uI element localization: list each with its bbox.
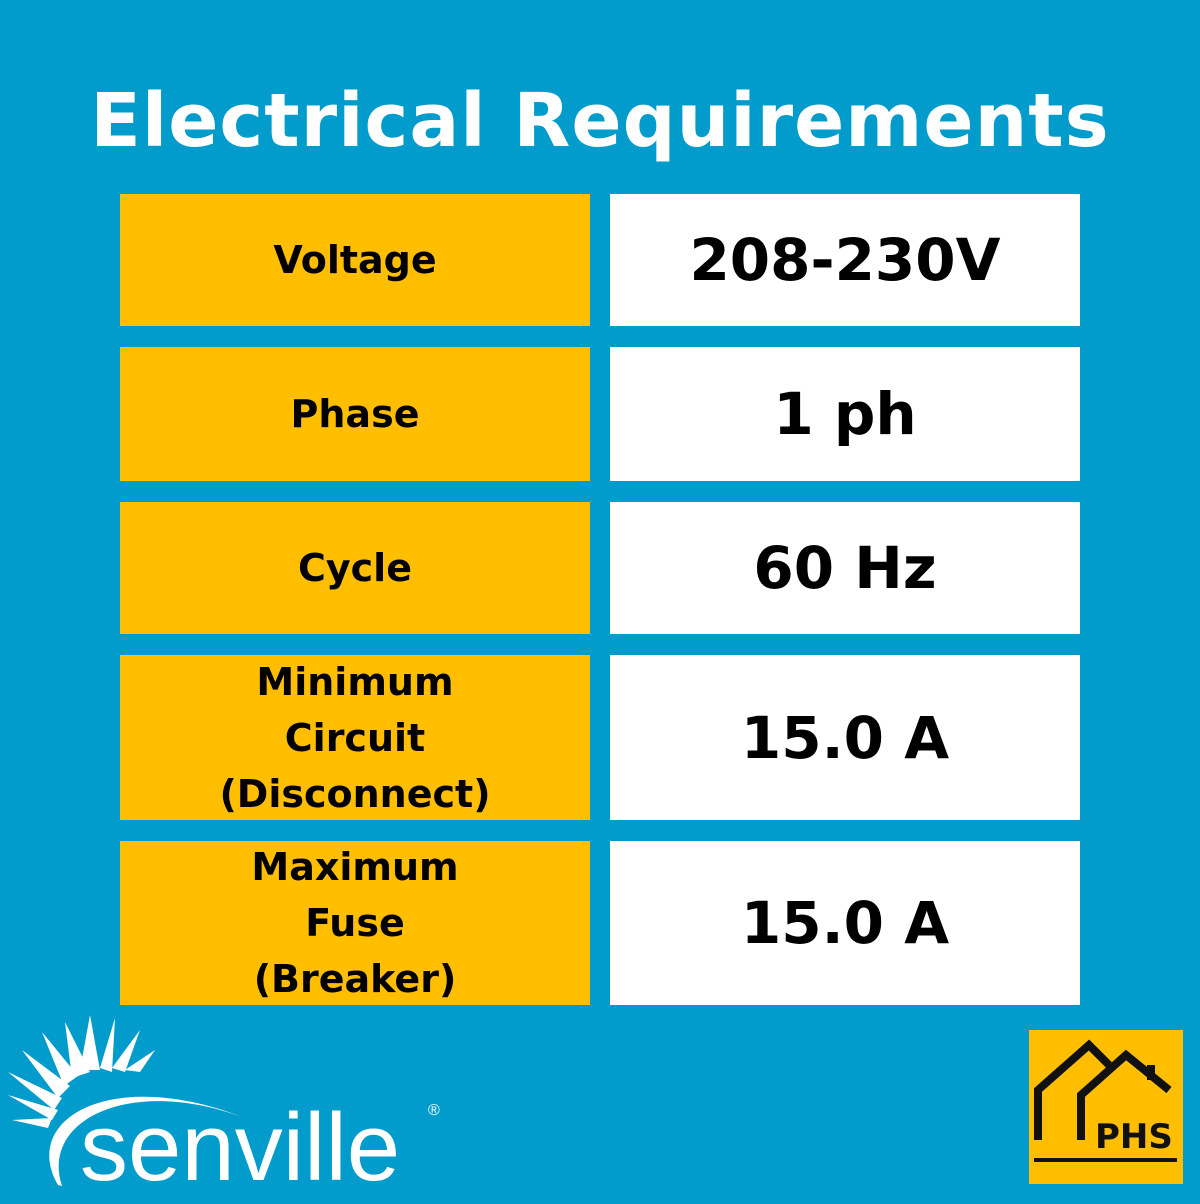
phs-text: PHS xyxy=(1095,1117,1173,1157)
value-maximum-fuse: 15.0 A xyxy=(610,841,1080,1005)
label-voltage: Voltage xyxy=(120,194,590,326)
house-icon: PHS xyxy=(1034,1039,1177,1162)
brand-name: senville xyxy=(80,1094,400,1200)
page-title: Electrical Requirements xyxy=(90,78,1110,164)
sun-icon: senville ® xyxy=(8,1015,440,1201)
label-cycle: Cycle xyxy=(120,502,590,634)
value-minimum-circuit: 15.0 A xyxy=(610,655,1080,820)
label-phase: Phase xyxy=(120,347,590,481)
label-maximum-fuse: Maximum Fuse (Breaker) xyxy=(120,841,590,1005)
value-phase: 1 ph xyxy=(610,347,1080,481)
phs-logo: PHS xyxy=(1029,1030,1183,1184)
registered-mark: ® xyxy=(428,1102,440,1119)
value-cycle: 60 Hz xyxy=(610,502,1080,634)
label-minimum-circuit: Minimum Circuit (Disconnect) xyxy=(120,655,590,820)
senville-logo: senville ® xyxy=(0,1010,460,1201)
value-voltage: 208-230V xyxy=(610,194,1080,326)
